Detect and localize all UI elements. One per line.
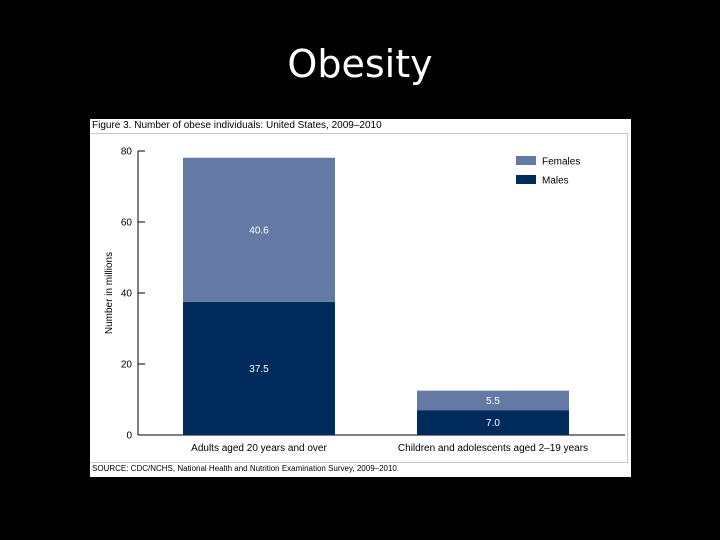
legend-swatch-males	[516, 175, 536, 184]
bar-females	[417, 390, 569, 411]
figure-caption: Figure 3. Number of obese individuals: U…	[92, 120, 382, 131]
chart-figure: Figure 3. Number of obese individuals: U…	[90, 119, 631, 477]
x-category-label: Children and adolescents aged 2–19 years	[398, 443, 588, 454]
plot-frame	[90, 133, 628, 463]
y-axis-label: Number in millions	[104, 252, 115, 334]
figure-source: SOURCE: CDC/NCHS, National Health and Nu…	[92, 464, 400, 473]
legend-swatch-females	[516, 156, 536, 165]
y-tick-label: 40	[121, 289, 133, 300]
bar-value-label: 37.5	[249, 364, 269, 375]
bar-females	[183, 157, 335, 302]
y-tick-label: 60	[121, 218, 133, 229]
slide-title: Obesity	[287, 42, 433, 86]
bar-males	[417, 410, 569, 435]
bar-males	[183, 301, 335, 435]
x-category-label: Adults aged 20 years and over	[191, 443, 327, 454]
legend-label: Females	[542, 157, 580, 168]
bar-value-label: 40.6	[249, 225, 269, 236]
bar-value-label: 7.0	[486, 418, 500, 429]
bar-value-label: 5.5	[486, 396, 500, 407]
y-tick-label: 20	[121, 360, 133, 371]
legend-label: Males	[542, 176, 569, 187]
bar-chart: 0 20 40 60 80 Number in millions 37.5 40.6 Adult…	[104, 147, 625, 454]
y-tick-label: 80	[121, 147, 133, 158]
y-tick-label: 0	[126, 431, 132, 442]
